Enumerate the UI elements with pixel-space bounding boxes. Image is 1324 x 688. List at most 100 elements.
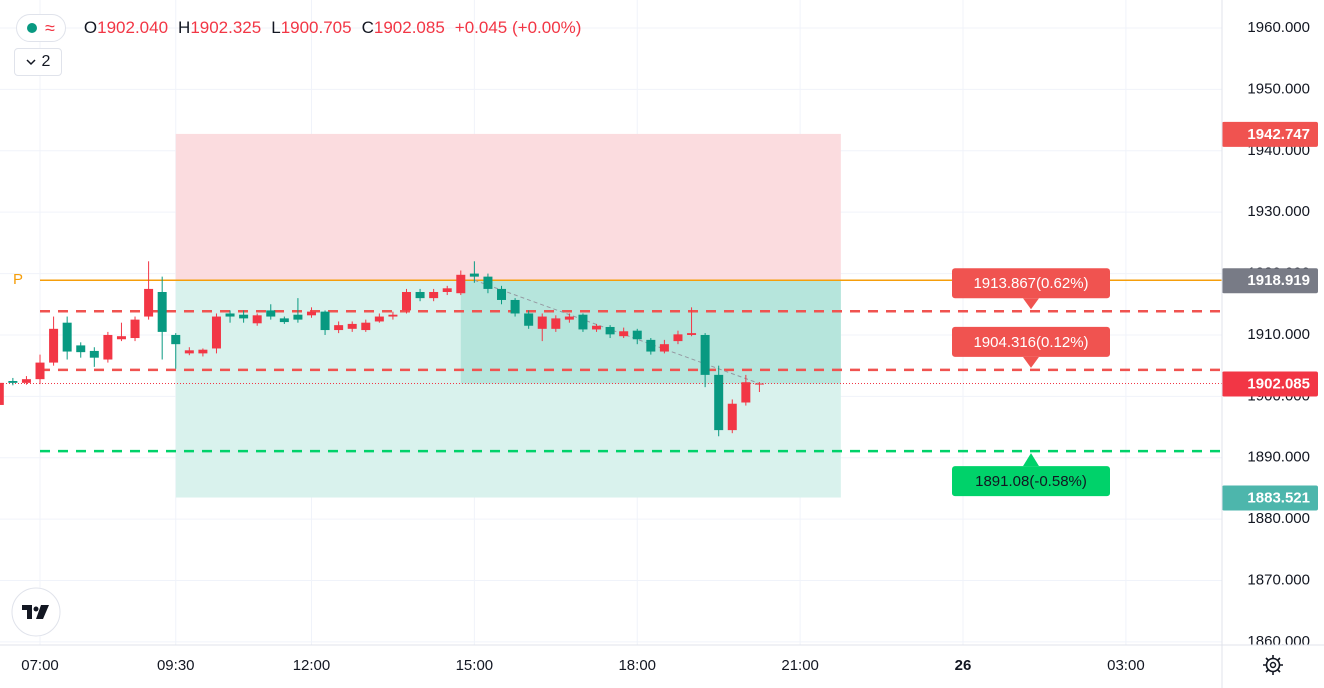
ohlc-values: O1902.040 H1902.325 L1900.705 C1902.085 +0.0… bbox=[84, 18, 582, 38]
candle-body bbox=[116, 336, 126, 340]
logo[interactable] bbox=[11, 587, 61, 637]
interval-toggle[interactable]: 2 bbox=[14, 48, 62, 76]
x-tick-label: 15:00 bbox=[456, 657, 494, 674]
candle-body bbox=[103, 334, 113, 360]
ohlc-item: C1902.085 bbox=[362, 18, 445, 38]
candle-body bbox=[252, 315, 262, 324]
candle-body bbox=[673, 334, 683, 342]
y-tick-label: 1860.000 bbox=[1247, 633, 1310, 650]
order-label: 1904.316(0.12%) bbox=[973, 334, 1088, 351]
stop-loss-badge-text: 1942.747 bbox=[1247, 126, 1310, 143]
x-tick-label: 07:00 bbox=[21, 657, 59, 674]
ohlc-item: L1900.705 bbox=[271, 18, 351, 38]
candle-body bbox=[646, 339, 656, 352]
candle-body bbox=[62, 322, 72, 352]
status-dot bbox=[27, 23, 37, 33]
candle-body bbox=[469, 273, 479, 277]
order-badge bbox=[952, 326, 1110, 357]
candle-body bbox=[89, 350, 99, 358]
order-label: 1913.867(0.62%) bbox=[973, 275, 1088, 292]
candle-body bbox=[429, 291, 439, 299]
x-tick-label: 12:00 bbox=[293, 657, 331, 674]
candle-body bbox=[483, 276, 493, 289]
x-tick-label: 03:00 bbox=[1107, 657, 1145, 674]
candle-body bbox=[700, 334, 710, 375]
candle-body bbox=[741, 382, 751, 403]
candle-body bbox=[388, 314, 398, 317]
ohlc-value: 1900.705 bbox=[280, 18, 352, 37]
order-badge-pointer bbox=[1023, 453, 1039, 467]
y-tick-label: 1910.000 bbox=[1247, 326, 1310, 343]
candle-body bbox=[334, 325, 344, 331]
last-price-badge bbox=[1222, 371, 1318, 397]
stop-zone bbox=[175, 133, 841, 281]
ohlc-key: L bbox=[271, 18, 281, 37]
take-profit-badge-text: 1883.521 bbox=[1247, 489, 1310, 506]
interval-toggle-text: 2 bbox=[41, 53, 51, 70]
candle-body bbox=[659, 344, 669, 352]
candle-body bbox=[442, 288, 452, 292]
last-price-badge-text: 1902.085 bbox=[1247, 376, 1310, 393]
stop-loss-badge bbox=[1222, 121, 1318, 147]
candle-body bbox=[171, 334, 181, 345]
x-tick-label: 26 bbox=[955, 657, 972, 674]
x-tick-label: 09:30 bbox=[157, 657, 195, 674]
candle-body bbox=[714, 374, 724, 431]
candle-body bbox=[293, 314, 303, 320]
candle-body bbox=[306, 311, 316, 316]
ohlc-key: C bbox=[361, 18, 374, 37]
order-badge-pointer bbox=[1023, 298, 1039, 310]
candle-body bbox=[402, 291, 412, 311]
candle-body bbox=[21, 379, 31, 383]
chevron bbox=[26, 59, 36, 66]
candle-body bbox=[266, 310, 276, 317]
candle-body bbox=[551, 318, 561, 329]
candle-body bbox=[619, 331, 629, 337]
candle-body bbox=[0, 382, 4, 405]
trade-connector bbox=[474, 279, 760, 385]
entry-badge-text: 1918.919 bbox=[1247, 272, 1310, 289]
candle-body bbox=[374, 316, 384, 322]
candle-body bbox=[49, 328, 59, 363]
ohlc-key: O bbox=[83, 18, 98, 37]
settings-icon[interactable] bbox=[1263, 655, 1283, 675]
candle-body bbox=[456, 274, 466, 294]
candle-body bbox=[524, 313, 534, 326]
candle-body bbox=[754, 383, 764, 385]
y-tick-label: 1950.000 bbox=[1247, 80, 1310, 97]
candle-body bbox=[727, 403, 737, 431]
ohlc-value: 1902.085 bbox=[373, 18, 445, 37]
candle-body bbox=[510, 299, 520, 314]
price-axis: 1860.0001870.0001880.0001890.0001900.000… bbox=[1222, 19, 1318, 650]
change: +0.045 (+0.00%) bbox=[454, 18, 582, 37]
y-tick-label: 1960.000 bbox=[1247, 19, 1310, 36]
candle-body bbox=[8, 381, 18, 383]
candle-body bbox=[497, 288, 507, 300]
ohlc-item: O1902.040 bbox=[84, 18, 168, 38]
time-axis: 07:00 09:30 12:00 15:00 18:00 21:00 26 03:00 bbox=[21, 657, 1144, 674]
order-label: 1891.08(-0.58%) bbox=[975, 473, 1087, 490]
ohlc-value: 1902.040 bbox=[97, 18, 169, 37]
candle-body bbox=[564, 316, 574, 320]
y-tick-label: 1890.000 bbox=[1247, 449, 1310, 466]
candle-body bbox=[76, 345, 86, 353]
candle-body bbox=[225, 313, 235, 317]
candle-body bbox=[632, 330, 642, 340]
candle-body bbox=[130, 319, 140, 339]
candle-body bbox=[605, 326, 615, 335]
candle-body bbox=[35, 362, 45, 380]
candle-body bbox=[537, 316, 547, 329]
candle-body bbox=[198, 349, 208, 354]
x-tick-label: 21:00 bbox=[781, 657, 819, 674]
candle-body bbox=[578, 314, 588, 330]
candle-body bbox=[239, 314, 249, 319]
filled-zone bbox=[460, 280, 841, 384]
candle-body bbox=[361, 322, 371, 331]
x-tick-label: 18:00 bbox=[618, 657, 656, 674]
symbol-badge[interactable]: ≈ bbox=[16, 14, 66, 42]
candle-body bbox=[592, 325, 602, 330]
take-profit-badge bbox=[1222, 485, 1318, 511]
order-badge-pointer bbox=[1023, 356, 1039, 368]
